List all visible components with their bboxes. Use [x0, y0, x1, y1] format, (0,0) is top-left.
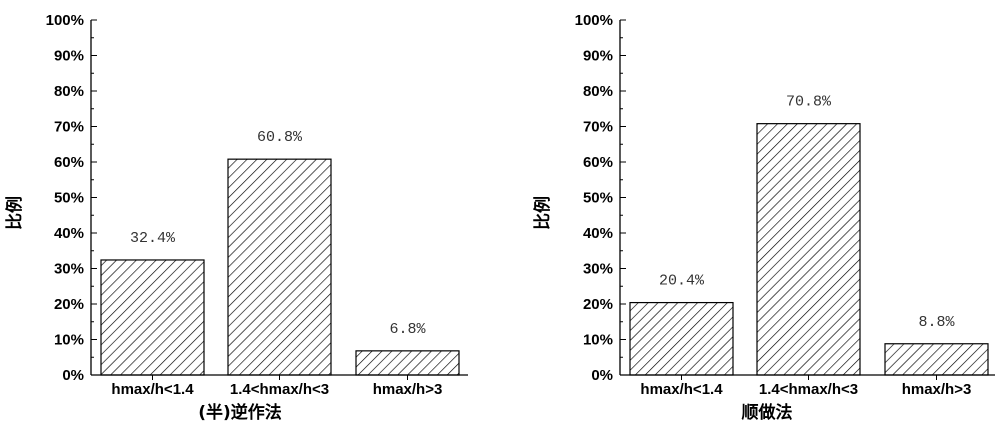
y-tick-label: 100% — [575, 12, 613, 29]
y-tick-label: 30% — [54, 261, 84, 278]
bar — [884, 343, 989, 376]
data-label: 8.8% — [918, 314, 955, 331]
y-tick-label: 0% — [591, 367, 613, 384]
y-tick-label: 20% — [54, 296, 84, 313]
y-tick-label: 40% — [583, 225, 613, 242]
bar — [227, 158, 332, 376]
y-tick-label: 90% — [583, 48, 613, 65]
y-tick-label: 70% — [54, 119, 84, 136]
data-label: 20.4% — [659, 273, 705, 290]
bar — [355, 350, 460, 376]
data-label: 70.8% — [786, 94, 832, 111]
y-tick-label: 60% — [583, 154, 613, 171]
data-label: 6.8% — [389, 321, 426, 338]
y-tick-label: 50% — [54, 190, 84, 207]
x-tick-label: hmax/h<1.4 — [111, 381, 194, 398]
chart-panel-2: 20.4% 70.8% 8.8% 0% 10% 20% 30% 40% 50% 60% 70% 80%… — [532, 12, 995, 423]
bar — [100, 259, 205, 376]
y-tick-label: 30% — [583, 261, 613, 278]
y-tick-label: 40% — [54, 225, 84, 242]
y-tick-label: 50% — [583, 190, 613, 207]
y-tick-label: 90% — [54, 48, 84, 65]
y-tick-label: 60% — [54, 154, 84, 171]
y-tick-label: 100% — [46, 12, 84, 29]
data-label: 32.4% — [130, 230, 176, 247]
x-tick-label: hmax/h<1.4 — [640, 381, 723, 398]
data-label: 60.8% — [257, 129, 303, 146]
y-tick-label: 10% — [583, 332, 613, 349]
x-axis-title: (半)逆作法 — [198, 402, 282, 423]
bar — [756, 123, 861, 376]
x-axis-title: 顺做法 — [742, 402, 793, 423]
x-tick-label: hmax/h>3 — [902, 381, 972, 398]
x-tick-label: 1.4<hmax/h<3 — [230, 381, 329, 398]
y-axis-title: 比例 — [532, 196, 553, 230]
y-tick-label: 80% — [583, 83, 613, 100]
chart-panel-1: 32.4% 60.8% 6.8% 0% 10% 20% 30% 40% 50% 60% 70% 80%… — [4, 12, 468, 423]
x-tick-label: hmax/h>3 — [373, 381, 443, 398]
y-tick-label: 80% — [54, 83, 84, 100]
y-tick-label: 70% — [583, 119, 613, 136]
y-tick-label: 20% — [583, 296, 613, 313]
y-axis-title: 比例 — [4, 196, 25, 230]
bar — [629, 301, 734, 376]
y-tick-label: 10% — [54, 332, 84, 349]
x-tick-label: 1.4<hmax/h<3 — [759, 381, 858, 398]
y-tick-label: 0% — [62, 367, 84, 384]
